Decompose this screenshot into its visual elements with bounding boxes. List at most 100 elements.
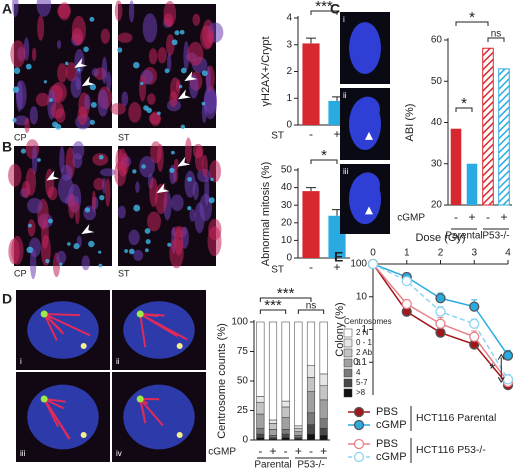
y-tick-label: 30 <box>281 200 293 211</box>
bar-segment <box>281 433 290 438</box>
nucleus-dot <box>132 169 137 174</box>
tissue-blob <box>203 88 218 120</box>
tissue-blob <box>100 168 116 177</box>
row-label: cGMP <box>397 213 425 224</box>
bar-segment <box>268 429 278 436</box>
image-label: CP <box>14 268 27 278</box>
nucleus-dot <box>37 158 41 162</box>
x-tick-label: - <box>258 444 262 458</box>
tissue-blob <box>35 92 50 107</box>
nucleus-dot <box>157 111 161 116</box>
nucleus <box>355 172 380 198</box>
nucleus-dot <box>55 123 62 130</box>
nucleus-dot <box>208 197 215 204</box>
tissue-blob <box>170 194 184 212</box>
bar-segment <box>281 417 290 430</box>
tissue-blob <box>163 13 174 27</box>
bracket <box>487 37 505 42</box>
centrosome <box>136 395 144 403</box>
nucleus-dot <box>132 61 140 69</box>
tissue-blob <box>194 202 205 234</box>
y-tick-label: 0 <box>242 435 248 446</box>
spindle <box>139 313 147 348</box>
tissue-blob <box>84 94 91 110</box>
micrograph <box>16 290 110 370</box>
tissue-blob <box>81 255 90 271</box>
annotation: *** <box>277 285 295 302</box>
point <box>469 331 480 342</box>
tissue-blob <box>56 250 67 265</box>
nucleus-dot <box>26 246 34 254</box>
tissue-blob <box>117 205 126 219</box>
y-tick-label: 50 <box>281 165 293 176</box>
legend-marker <box>353 406 365 418</box>
y-tick-label: 30 <box>431 158 443 169</box>
legend-title: Centrosomes <box>344 317 392 326</box>
bar <box>302 43 320 125</box>
tissue-blob <box>156 143 164 172</box>
tissue-blob <box>100 28 110 44</box>
bar-segment <box>319 373 328 386</box>
bar <box>450 128 462 205</box>
nucleus-dot <box>12 86 20 93</box>
y-tick-label: 20 <box>281 217 293 228</box>
point <box>401 275 412 287</box>
tissue-blob <box>173 158 179 171</box>
point <box>502 374 514 385</box>
tissue-blob <box>187 41 204 66</box>
nucleus-dot <box>73 243 80 250</box>
tissue-blob <box>91 67 99 77</box>
nucleus-dot <box>28 223 32 228</box>
nucleus-dot <box>25 63 32 70</box>
tissue-blob <box>205 65 211 94</box>
bar-segment <box>306 321 316 366</box>
tissue-blob <box>139 74 147 102</box>
legend-label: PBS <box>376 406 398 418</box>
bar <box>302 191 320 258</box>
tissue-blob <box>92 153 109 166</box>
x-tick-label: - <box>309 127 313 141</box>
y-tick-label: 2 <box>286 66 292 77</box>
legend-label: 2 Ab <box>356 348 373 357</box>
arrowhead <box>74 57 88 68</box>
image-label: ST <box>118 132 130 142</box>
double-arrow <box>497 353 505 384</box>
y-tick-label: 50 <box>431 76 443 87</box>
image-label: ST <box>118 268 130 278</box>
y-tick-label: 60 <box>431 35 443 46</box>
tissue-blob <box>207 226 222 257</box>
bar-segment <box>256 433 265 438</box>
arrowhead <box>46 170 60 181</box>
group-label: Parental <box>445 231 482 242</box>
tissue-blob <box>32 144 38 175</box>
bar-segment <box>319 399 328 420</box>
tissue-blob <box>128 0 135 23</box>
tissue-blob <box>142 13 158 43</box>
tissue-blob <box>50 102 65 119</box>
bar-segment <box>294 321 303 427</box>
nucleus-dot <box>180 124 186 129</box>
spindle <box>43 313 91 337</box>
nucleus-dot <box>128 248 135 255</box>
bar-segment <box>294 431 303 436</box>
point <box>469 318 480 329</box>
nucleus-dot <box>98 250 102 254</box>
x-tick-label: - <box>454 210 458 224</box>
tissue-blob <box>183 40 190 71</box>
nucleus-dot <box>89 16 95 22</box>
legend-label: PBS <box>376 438 398 450</box>
micrograph <box>8 139 116 280</box>
y-tick-label: 50 <box>237 376 249 387</box>
y-axis-label: Centrosome counts (%) <box>216 323 228 439</box>
tissue-blob <box>8 163 22 187</box>
bracket <box>455 107 473 112</box>
arrowhead <box>177 156 191 167</box>
tissue-blob <box>106 71 112 92</box>
tissue-blob <box>77 106 88 126</box>
tissue-blob <box>57 3 71 19</box>
y-tick-label: 10 <box>356 291 368 302</box>
bracket <box>259 297 312 302</box>
y-tick-label: 1 <box>361 324 367 335</box>
annotation: * <box>321 147 327 164</box>
